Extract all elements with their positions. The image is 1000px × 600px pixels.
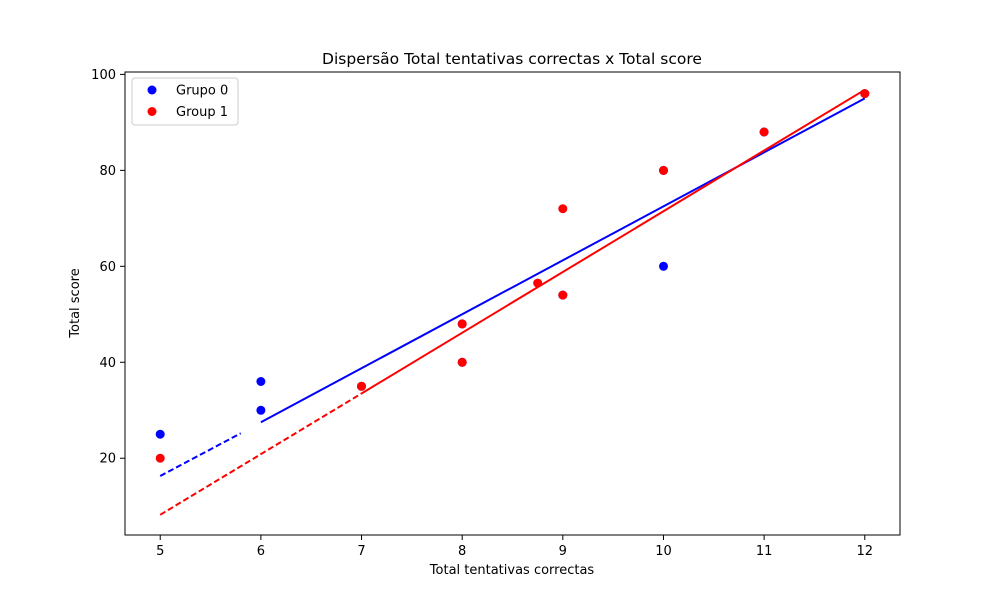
y-axis: 20 40 60 80 100 bbox=[91, 68, 125, 467]
x-tick-label: 10 bbox=[655, 544, 672, 559]
fit-line-solid-series-1 bbox=[360, 88, 866, 395]
data-point-series-1 bbox=[558, 290, 568, 300]
x-tick-label: 9 bbox=[559, 544, 567, 559]
data-point-series-0 bbox=[659, 261, 668, 271]
data-point-series-1 bbox=[659, 165, 668, 175]
data-point-series-1 bbox=[357, 381, 366, 391]
legend-marker-series-1 bbox=[147, 107, 157, 116]
fit-line-dashed-series-0 bbox=[159, 432, 242, 477]
data-point-series-1 bbox=[457, 319, 467, 329]
legend-label-series-0: Grupo 0 bbox=[176, 84, 228, 99]
data-point-series-1 bbox=[558, 204, 568, 214]
plot-frame bbox=[124, 71, 901, 536]
plot-area bbox=[155, 88, 870, 516]
data-point-series-0 bbox=[256, 405, 266, 415]
data-point-series-1 bbox=[155, 453, 165, 463]
y-axis-label: Total score bbox=[68, 268, 83, 338]
data-point-series-0 bbox=[155, 429, 165, 439]
fit-line-solid-series-0 bbox=[260, 97, 866, 424]
x-tick-label: 5 bbox=[156, 544, 164, 559]
legend-marker-series-0 bbox=[147, 85, 157, 95]
x-tick-label: 6 bbox=[257, 544, 265, 559]
x-tick-label: 7 bbox=[357, 544, 365, 559]
data-point-series-0 bbox=[256, 377, 266, 386]
y-tick-label: 60 bbox=[99, 260, 116, 275]
y-tick-label: 80 bbox=[99, 164, 116, 179]
data-point-series-1 bbox=[533, 278, 543, 288]
x-tick-label: 11 bbox=[756, 544, 773, 559]
legend: Grupo 0 Group 1 bbox=[131, 77, 239, 126]
chart-title: Dispersão Total tentativas correctas x T… bbox=[322, 50, 702, 68]
x-axis-label: Total tentativas correctas bbox=[429, 563, 595, 578]
y-tick-label: 20 bbox=[99, 452, 116, 467]
y-tick-label: 40 bbox=[99, 356, 116, 371]
legend-box bbox=[131, 77, 239, 126]
data-point-series-1 bbox=[860, 89, 870, 99]
x-tick-label: 8 bbox=[458, 544, 466, 559]
y-tick-label: 100 bbox=[91, 68, 116, 83]
legend-label-series-1: Group 1 bbox=[176, 105, 228, 120]
x-tick-label: 12 bbox=[856, 544, 873, 559]
x-axis: 5 6 7 8 9 10 11 12 bbox=[156, 535, 873, 559]
data-point-series-1 bbox=[457, 357, 467, 367]
fit-line-dashed-series-1 bbox=[159, 392, 363, 516]
data-point-series-1 bbox=[759, 127, 769, 137]
